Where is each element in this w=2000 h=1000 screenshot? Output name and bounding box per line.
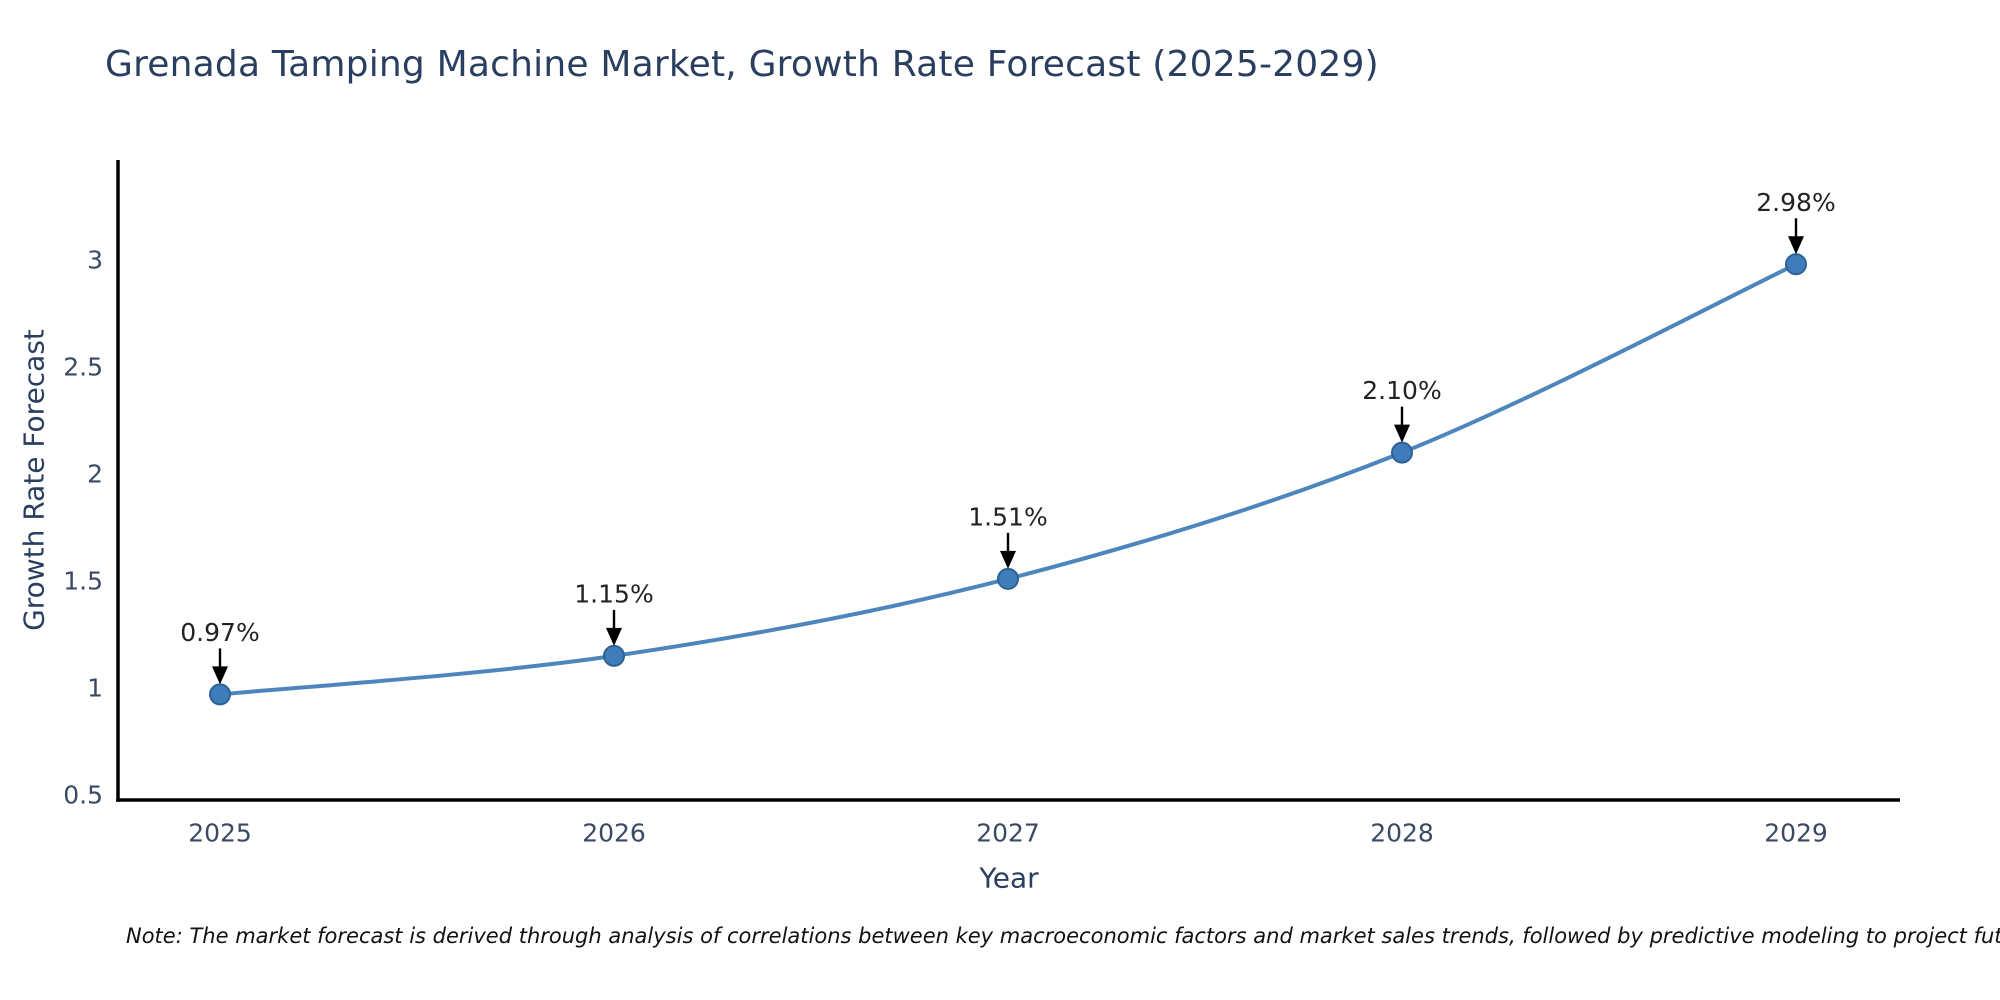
data-point[interactable] — [209, 683, 231, 706]
point-value-label: 1.51% — [968, 502, 1047, 531]
chart-title: Grenada Tamping Machine Market, Growth R… — [105, 44, 1379, 85]
annotation-arrowhead — [1000, 550, 1016, 569]
x-tick-label: 2026 — [582, 819, 646, 848]
annotation-arrowhead — [1394, 424, 1410, 443]
y-tick-label: 0.5 — [63, 781, 103, 810]
annotation-arrowhead — [212, 666, 228, 685]
y-tick-label: 3 — [87, 246, 103, 275]
x-tick-label: 2025 — [188, 819, 252, 848]
annotation-arrowhead — [1788, 236, 1804, 255]
y-tick-label: 1.5 — [63, 567, 103, 596]
x-axis-title: Year — [979, 861, 1039, 895]
data-point[interactable] — [1785, 253, 1807, 276]
point-value-label: 2.98% — [1756, 188, 1835, 217]
annotation-arrowhead — [606, 627, 622, 646]
footnote: Note: The market forecast is derived thr… — [126, 924, 2000, 948]
x-tick-label: 2027 — [976, 819, 1040, 848]
x-tick-label: 2029 — [1764, 819, 1828, 848]
trend-line — [218, 262, 1798, 697]
point-value-label: 0.97% — [180, 618, 259, 647]
y-tick-label: 1 — [87, 674, 103, 703]
data-point[interactable] — [1391, 441, 1413, 464]
point-value-label: 1.15% — [574, 579, 653, 608]
data-point[interactable] — [603, 644, 625, 667]
y-tick-label: 2 — [87, 460, 103, 489]
data-point[interactable] — [997, 567, 1019, 590]
point-value-label: 2.10% — [1362, 376, 1441, 405]
x-tick-label: 2028 — [1370, 819, 1434, 848]
y-tick-label: 2.5 — [63, 353, 103, 382]
